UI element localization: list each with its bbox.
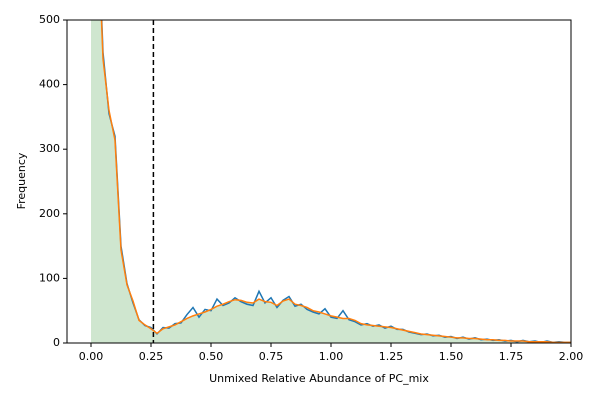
x-tick-label: 1.50 <box>439 350 464 363</box>
x-tick-label: 0.00 <box>79 350 104 363</box>
y-axis-label: Frequency <box>15 152 28 209</box>
x-axis-label: Unmixed Relative Abundance of PC_mix <box>209 372 429 385</box>
area-fill <box>91 20 571 343</box>
x-tick-label: 0.50 <box>199 350 224 363</box>
x-tick-label: 1.75 <box>499 350 524 363</box>
y-tick-label: 0 <box>53 336 60 349</box>
axes-frame <box>66 19 572 344</box>
x-tick-label: 1.25 <box>379 350 404 363</box>
line <box>100 20 571 343</box>
line <box>100 20 571 343</box>
y-tick-label: 500 <box>39 13 60 26</box>
x-tick-label: 0.75 <box>259 350 284 363</box>
y-tick-label: 100 <box>39 271 60 284</box>
x-tick-label: 1.00 <box>319 350 344 363</box>
y-tick-label: 400 <box>39 78 60 91</box>
y-tick-label: 300 <box>39 142 60 155</box>
y-tick-label: 200 <box>39 207 60 220</box>
x-tick-label: 2.00 <box>559 350 584 363</box>
x-tick-label: 0.25 <box>139 350 164 363</box>
plot-area <box>91 20 571 343</box>
